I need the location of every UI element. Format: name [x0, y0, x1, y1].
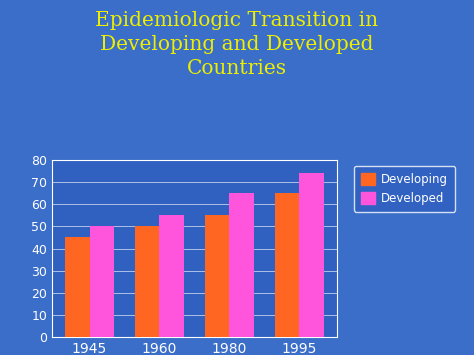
Bar: [205, 215, 229, 337]
Legend: Developing, Developed: Developing, Developed: [354, 166, 455, 212]
Text: Epidemiologic Transition in
Developing and Developed
Countries: Epidemiologic Transition in Developing a…: [95, 11, 379, 78]
Bar: [275, 193, 299, 337]
Bar: [65, 237, 90, 337]
Bar: [229, 193, 254, 337]
Bar: [135, 226, 159, 337]
Bar: [90, 226, 114, 337]
Bar: [159, 215, 184, 337]
Bar: [299, 173, 324, 337]
